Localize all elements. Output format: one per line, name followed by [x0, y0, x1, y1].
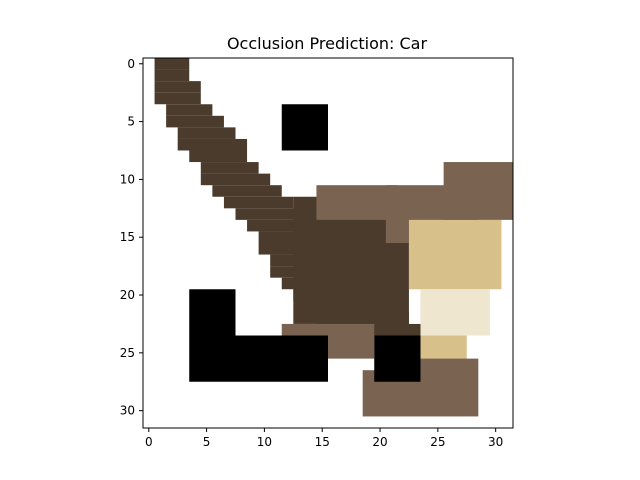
occlusion-patch-2 — [235, 335, 328, 382]
wing-pixel-row — [166, 115, 224, 128]
occlusion-patch-1 — [189, 289, 236, 382]
wing-pixel-row — [223, 196, 294, 209]
tail-top — [443, 162, 513, 220]
y-tick-label: 20 — [120, 288, 135, 302]
x-tick-label: 5 — [203, 435, 211, 449]
y-tick-label: 30 — [120, 404, 135, 418]
y-tick-label: 5 — [127, 115, 135, 129]
wing-pixel-row — [177, 127, 236, 139]
wing-pixel-row — [154, 69, 190, 82]
pale-patch — [420, 289, 490, 336]
wing-pixel-row — [212, 185, 282, 197]
x-tick-label: 15 — [315, 435, 330, 449]
wing-pixel-row — [166, 104, 213, 116]
wing-pixel-row — [247, 219, 317, 232]
wing-pixel-row — [200, 162, 259, 174]
chart-title: Occlusion Prediction: Car — [227, 34, 428, 53]
occlusion-patch-3 — [374, 335, 421, 382]
wing-pixel-row — [154, 58, 190, 70]
x-axis: 0 5 10 15 20 25 30 — [145, 428, 503, 449]
axes-frame — [142, 57, 514, 429]
x-tick-label: 30 — [488, 435, 503, 449]
x-tick-label: 20 — [372, 435, 387, 449]
wing-pixel-row — [200, 173, 271, 186]
wing-pixel-row — [154, 81, 201, 93]
x-tick-label: 10 — [257, 435, 272, 449]
occlusion-patch-0 — [281, 104, 328, 151]
legs-region — [420, 358, 479, 417]
body-top — [316, 185, 398, 220]
y-tick-label: 0 — [127, 57, 135, 71]
y-tick-label: 10 — [120, 172, 135, 186]
wing-pixel-row — [177, 138, 248, 151]
wing-pixel-row — [154, 92, 201, 105]
occlusion-patches — [189, 104, 421, 382]
y-tick-label: 25 — [120, 346, 135, 360]
chest-highlight — [408, 219, 502, 290]
wing-pixel-row — [189, 150, 248, 163]
x-tick-label: 0 — [145, 435, 153, 449]
wing-pixel-row — [235, 208, 305, 220]
y-tick-label: 15 — [120, 230, 135, 244]
x-tick-label: 25 — [430, 435, 445, 449]
y-axis: 0 5 10 15 20 25 30 — [120, 57, 143, 418]
